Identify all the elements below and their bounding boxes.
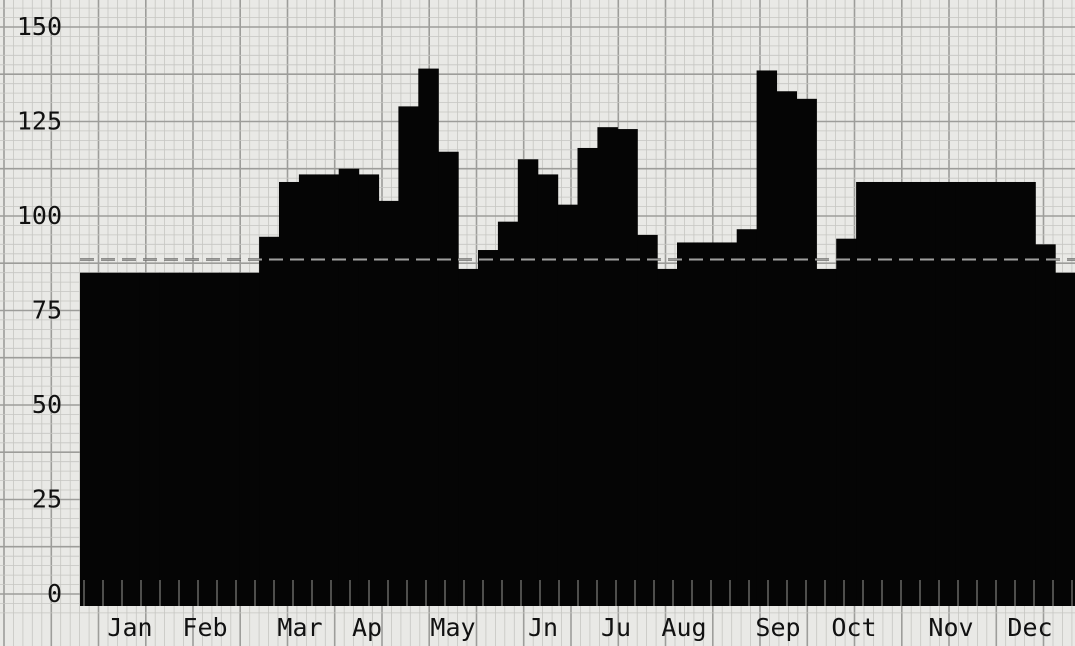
- bar: [935, 181, 957, 607]
- y-tick-label: 125: [17, 107, 62, 136]
- bar: [836, 238, 857, 606]
- bar: [358, 174, 380, 607]
- x-tick-label: Jan: [107, 613, 152, 642]
- x-tick-label: Ju: [601, 613, 631, 642]
- bar: [736, 229, 758, 607]
- x-tick-label: Jn: [528, 613, 558, 642]
- x-tick-label: Mar: [277, 613, 322, 642]
- bar: [1015, 181, 1036, 607]
- bar: [179, 272, 200, 606]
- bar: [239, 272, 260, 606]
- bar: [776, 91, 797, 606]
- bar: [418, 68, 439, 606]
- x-tick-label: Aug: [661, 613, 706, 642]
- bar: [856, 181, 877, 607]
- bar: [876, 181, 897, 607]
- bar: [159, 272, 181, 606]
- bar: [1035, 244, 1056, 606]
- bar: [915, 181, 937, 607]
- bar: [637, 234, 658, 606]
- bar: [139, 272, 161, 606]
- bar: [497, 221, 519, 607]
- bar: [557, 204, 579, 606]
- y-tick-label: 50: [32, 390, 62, 419]
- bar: [677, 242, 698, 606]
- bar: [995, 181, 1016, 607]
- bar: [1055, 272, 1075, 606]
- x-tick-label: Sep: [755, 613, 800, 642]
- bar: [99, 272, 121, 606]
- bar: [597, 127, 618, 607]
- bar: [338, 168, 360, 606]
- x-tick-labels: Jan Feb Mar Ap May Jn Ju Aug Sep Oct Nov Dec: [107, 613, 1052, 642]
- bar: [119, 272, 141, 606]
- bar: [259, 236, 280, 607]
- x-tick-label: Ap: [352, 613, 382, 642]
- x-tick-label: Nov: [928, 613, 973, 642]
- bar: [298, 174, 320, 607]
- bar: [478, 250, 499, 606]
- y-tick-label: 0: [47, 579, 62, 608]
- bar: [756, 70, 778, 607]
- bar: [199, 272, 220, 606]
- bar: [438, 151, 459, 607]
- bar: [657, 268, 678, 606]
- bar: [537, 174, 559, 607]
- y-tick-labels: 0 25 50 75 100 125 150: [17, 12, 62, 608]
- bar: [80, 272, 101, 606]
- bar: [617, 129, 638, 606]
- bar: [219, 272, 240, 606]
- y-tick-label: 25: [32, 485, 62, 514]
- bar: [398, 106, 419, 606]
- bar: [517, 159, 539, 607]
- x-tick-label: Feb: [182, 613, 227, 642]
- bar: [816, 268, 837, 606]
- bar: [716, 242, 738, 606]
- y-tick-label: 100: [17, 201, 62, 230]
- bar: [318, 174, 340, 607]
- bar: [895, 181, 917, 607]
- bar: [279, 181, 300, 607]
- bar: [796, 98, 817, 606]
- bar: [577, 147, 598, 606]
- chart-axes: [83, 580, 1073, 606]
- bar: [955, 181, 977, 607]
- bar: [696, 242, 718, 606]
- x-tick-label: Dec: [1007, 613, 1052, 642]
- chart-bars: [80, 68, 1075, 607]
- x-tick-label: Oct: [831, 613, 876, 642]
- bar: [975, 181, 996, 607]
- bar: [378, 200, 399, 606]
- x-tick-label: May: [430, 613, 475, 642]
- bar: [458, 268, 479, 606]
- y-tick-label: 150: [17, 12, 62, 41]
- y-tick-label: 75: [32, 296, 62, 325]
